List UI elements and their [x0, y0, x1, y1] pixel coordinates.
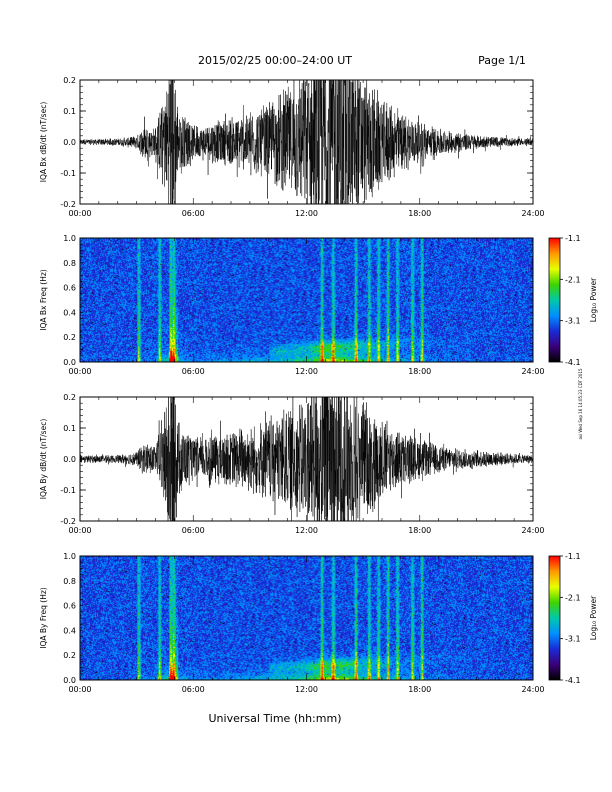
y-tick-label: 0.0: [63, 358, 76, 367]
spectrogram-image: [80, 238, 533, 362]
colorbar-tick-label: -4.1: [565, 676, 581, 685]
figure-title: 2015/02/25 00:00–24:00 UT: [198, 54, 352, 67]
colorbar-tick-label: -1.1: [565, 552, 581, 561]
colorbar-tick-label: -4.1: [565, 358, 581, 367]
x-tick-label: 12:00: [295, 367, 318, 376]
x-tick-label: 24:00: [521, 209, 544, 218]
page-indicator: Page 1/1: [478, 54, 526, 67]
y-tick-label: 0.0: [63, 138, 76, 147]
y-tick-label: 0.6: [63, 284, 76, 293]
y-tick-label: -0.1: [60, 486, 76, 495]
y-tick-label: 0.2: [63, 76, 76, 85]
x-tick-label: 18:00: [408, 526, 431, 535]
y-axis-label: IQA Bx Freq (Hz): [39, 269, 48, 331]
colorbar-tick-label: -1.1: [565, 234, 581, 243]
colorbar-tick-label: -3.1: [565, 635, 581, 644]
x-tick-label: 00:00: [68, 209, 91, 218]
colorbar: [548, 237, 561, 363]
x-tick-label: 18:00: [408, 209, 431, 218]
y-axis-label: IQA By dB/dt (nT/sec): [39, 419, 48, 500]
panels: 0.20.10.0-0.1-0.200:00 06:00 12:00 18:00 24:…: [39, 76, 598, 694]
chart-panel-1: 0.2 0.1 0.0 -0.1 -0.200:00 06:00 12:00 18:00 24:…: [39, 76, 545, 218]
y-tick-label: 0.2: [63, 393, 76, 402]
y-tick-label: 0.6: [63, 602, 76, 611]
colorbar: [548, 555, 561, 681]
y-tick-label: -0.2: [60, 517, 76, 526]
y-tick-label: -0.2: [60, 200, 76, 209]
y-tick-label: 0.1: [63, 107, 76, 116]
y-axis-label: IQA By Freq (Hz): [39, 587, 48, 649]
y-tick-label: 0.4: [63, 308, 76, 317]
x-tick-label: 18:00: [408, 685, 431, 694]
x-tick-label: 06:00: [182, 367, 205, 376]
chart-panel-4: 1.0 0.8 0.6 0.4 0.2 0.000:00 06:00 12:00 18:00 24…: [39, 552, 598, 694]
x-tick-label: 06:00: [182, 526, 205, 535]
y-tick-label: 1.0: [63, 552, 76, 561]
x-tick-label: 24:00: [521, 526, 544, 535]
x-tick-label: 24:00: [521, 685, 544, 694]
x-axis-label: Universal Time (hh:mm): [209, 712, 342, 725]
timestamp-stamp: asi Wed Sep 16 14:05:23 CDT 2015: [578, 368, 583, 440]
chart-panel-2: 1.0 0.8 0.6 0.4 0.2 0.000:00 06:00 12:00 18:00 24…: [39, 234, 598, 376]
y-tick-label: 0.2: [63, 333, 76, 342]
x-tick-label: 12:00: [295, 685, 318, 694]
chart-panel-3: 0.2 0.1 0.0 -0.1 -0.200:00 06:00 12:00 18:00 24:…: [39, 393, 545, 535]
colorbar-tick-label: -3.1: [565, 317, 581, 326]
colorbar-label: Log₁₀ Power: [589, 277, 598, 322]
y-axis-label: IQA Bx dB/dt (nT/sec): [39, 102, 48, 183]
x-tick-label: 06:00: [182, 209, 205, 218]
y-tick-label: 0.0: [63, 455, 76, 464]
spectrogram-image: [80, 556, 533, 680]
y-tick-label: 0.0: [63, 676, 76, 685]
x-tick-label: 18:00: [408, 367, 431, 376]
y-tick-label: 1.0: [63, 234, 76, 243]
x-tick-label: 00:00: [68, 367, 91, 376]
y-tick-label: 0.1: [63, 424, 76, 433]
y-tick-label: -0.1: [60, 169, 76, 178]
x-tick-label: 00:00: [68, 685, 91, 694]
series-line: [80, 397, 533, 521]
series-line: [80, 80, 533, 204]
y-tick-label: 0.8: [63, 577, 76, 586]
x-tick-label: 12:00: [295, 209, 318, 218]
x-tick-label: 06:00: [182, 685, 205, 694]
x-tick-label: 00:00: [68, 526, 91, 535]
y-tick-label: 0.8: [63, 259, 76, 268]
y-tick-label: 0.4: [63, 626, 76, 635]
colorbar-label: Log₁₀ Power: [589, 595, 598, 640]
colorbar-tick-label: -2.1: [565, 593, 581, 602]
colorbar-tick-label: -2.1: [565, 275, 581, 284]
y-tick-label: 0.2: [63, 651, 76, 660]
x-tick-label: 12:00: [295, 526, 318, 535]
x-tick-label: 24:00: [521, 367, 544, 376]
